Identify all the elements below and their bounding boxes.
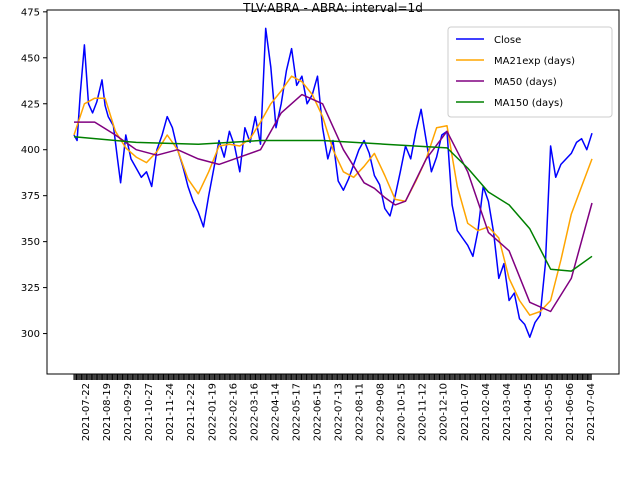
y-tick-label: 400 <box>21 145 40 156</box>
series-line-ma50-days <box>74 93 593 313</box>
x-tick-label: 2022-06-15 <box>313 383 324 441</box>
legend: Close MA21exp (days) MA50 (days) MA150 (day… <box>447 26 613 118</box>
legend-label: MA50 (days) <box>494 77 557 88</box>
x-tick-label: 2021-10-27 <box>144 383 155 441</box>
series-layer <box>73 27 593 338</box>
x-tick-label: 2021-12-22 <box>186 383 197 441</box>
legend-box <box>447 26 613 118</box>
y-tick-label: 425 <box>21 99 40 110</box>
x-tick-label: 2021-07-04 <box>586 383 597 441</box>
x-tick-label: 2021-03-04 <box>502 383 513 441</box>
x-tick-label: 2022-02-16 <box>228 383 239 441</box>
y-tick-label: 350 <box>21 237 40 248</box>
legend-label: MA21exp (days) <box>494 56 575 67</box>
y-tick-label: 300 <box>21 329 40 340</box>
x-axis: 2021-07-22 2021-08-19 2021-09-29 2021-10-27… <box>73 374 597 441</box>
x-tick-label: 2021-02-04 <box>481 383 492 441</box>
x-tick-label: 2021-09-29 <box>123 383 134 441</box>
x-tick-label: 2021-01-07 <box>460 383 471 441</box>
x-tick-label: 2022-08-11 <box>355 383 366 441</box>
chart-title: TLV:ABRA - ABRA: interval=1d <box>242 1 423 15</box>
series-line-ma21exp-days <box>73 75 593 316</box>
y-axis: 300 325 350 375 400 425 450 475 <box>21 7 47 340</box>
y-tick-label: 325 <box>21 283 40 294</box>
x-tick-label: 2021-06-06 <box>565 383 576 441</box>
x-tick-label: 2022-09-08 <box>376 383 387 441</box>
x-tick-label: 2020-12-10 <box>439 383 450 441</box>
y-tick-label: 375 <box>21 191 40 202</box>
legend-label: Close <box>494 35 521 46</box>
x-tick-label: 2020-11-12 <box>418 383 429 441</box>
x-tick-label: 2020-10-15 <box>397 383 408 441</box>
x-tick-label: 2021-07-22 <box>81 383 92 441</box>
x-tick-label: 2022-07-13 <box>334 383 345 441</box>
y-tick-label: 450 <box>21 53 40 64</box>
legend-label: MA150 (days) <box>494 98 563 109</box>
x-tick-label: 2021-08-19 <box>102 383 113 441</box>
y-tick-label: 475 <box>21 7 40 18</box>
plot-frame <box>46 9 620 375</box>
x-tick-label: 2022-04-14 <box>270 383 281 441</box>
x-tick-label: 2021-05-05 <box>544 383 555 441</box>
x-tick-label: 2021-04-05 <box>523 383 534 441</box>
x-tick-label: 2022-03-16 <box>249 383 260 441</box>
series-line-ma150-days <box>73 136 593 272</box>
x-tick-label: 2022-01-19 <box>207 383 218 441</box>
x-tick-label: 2022-05-17 <box>291 383 302 441</box>
series-line-close <box>73 27 593 338</box>
x-tick-label: 2021-11-24 <box>165 383 176 441</box>
